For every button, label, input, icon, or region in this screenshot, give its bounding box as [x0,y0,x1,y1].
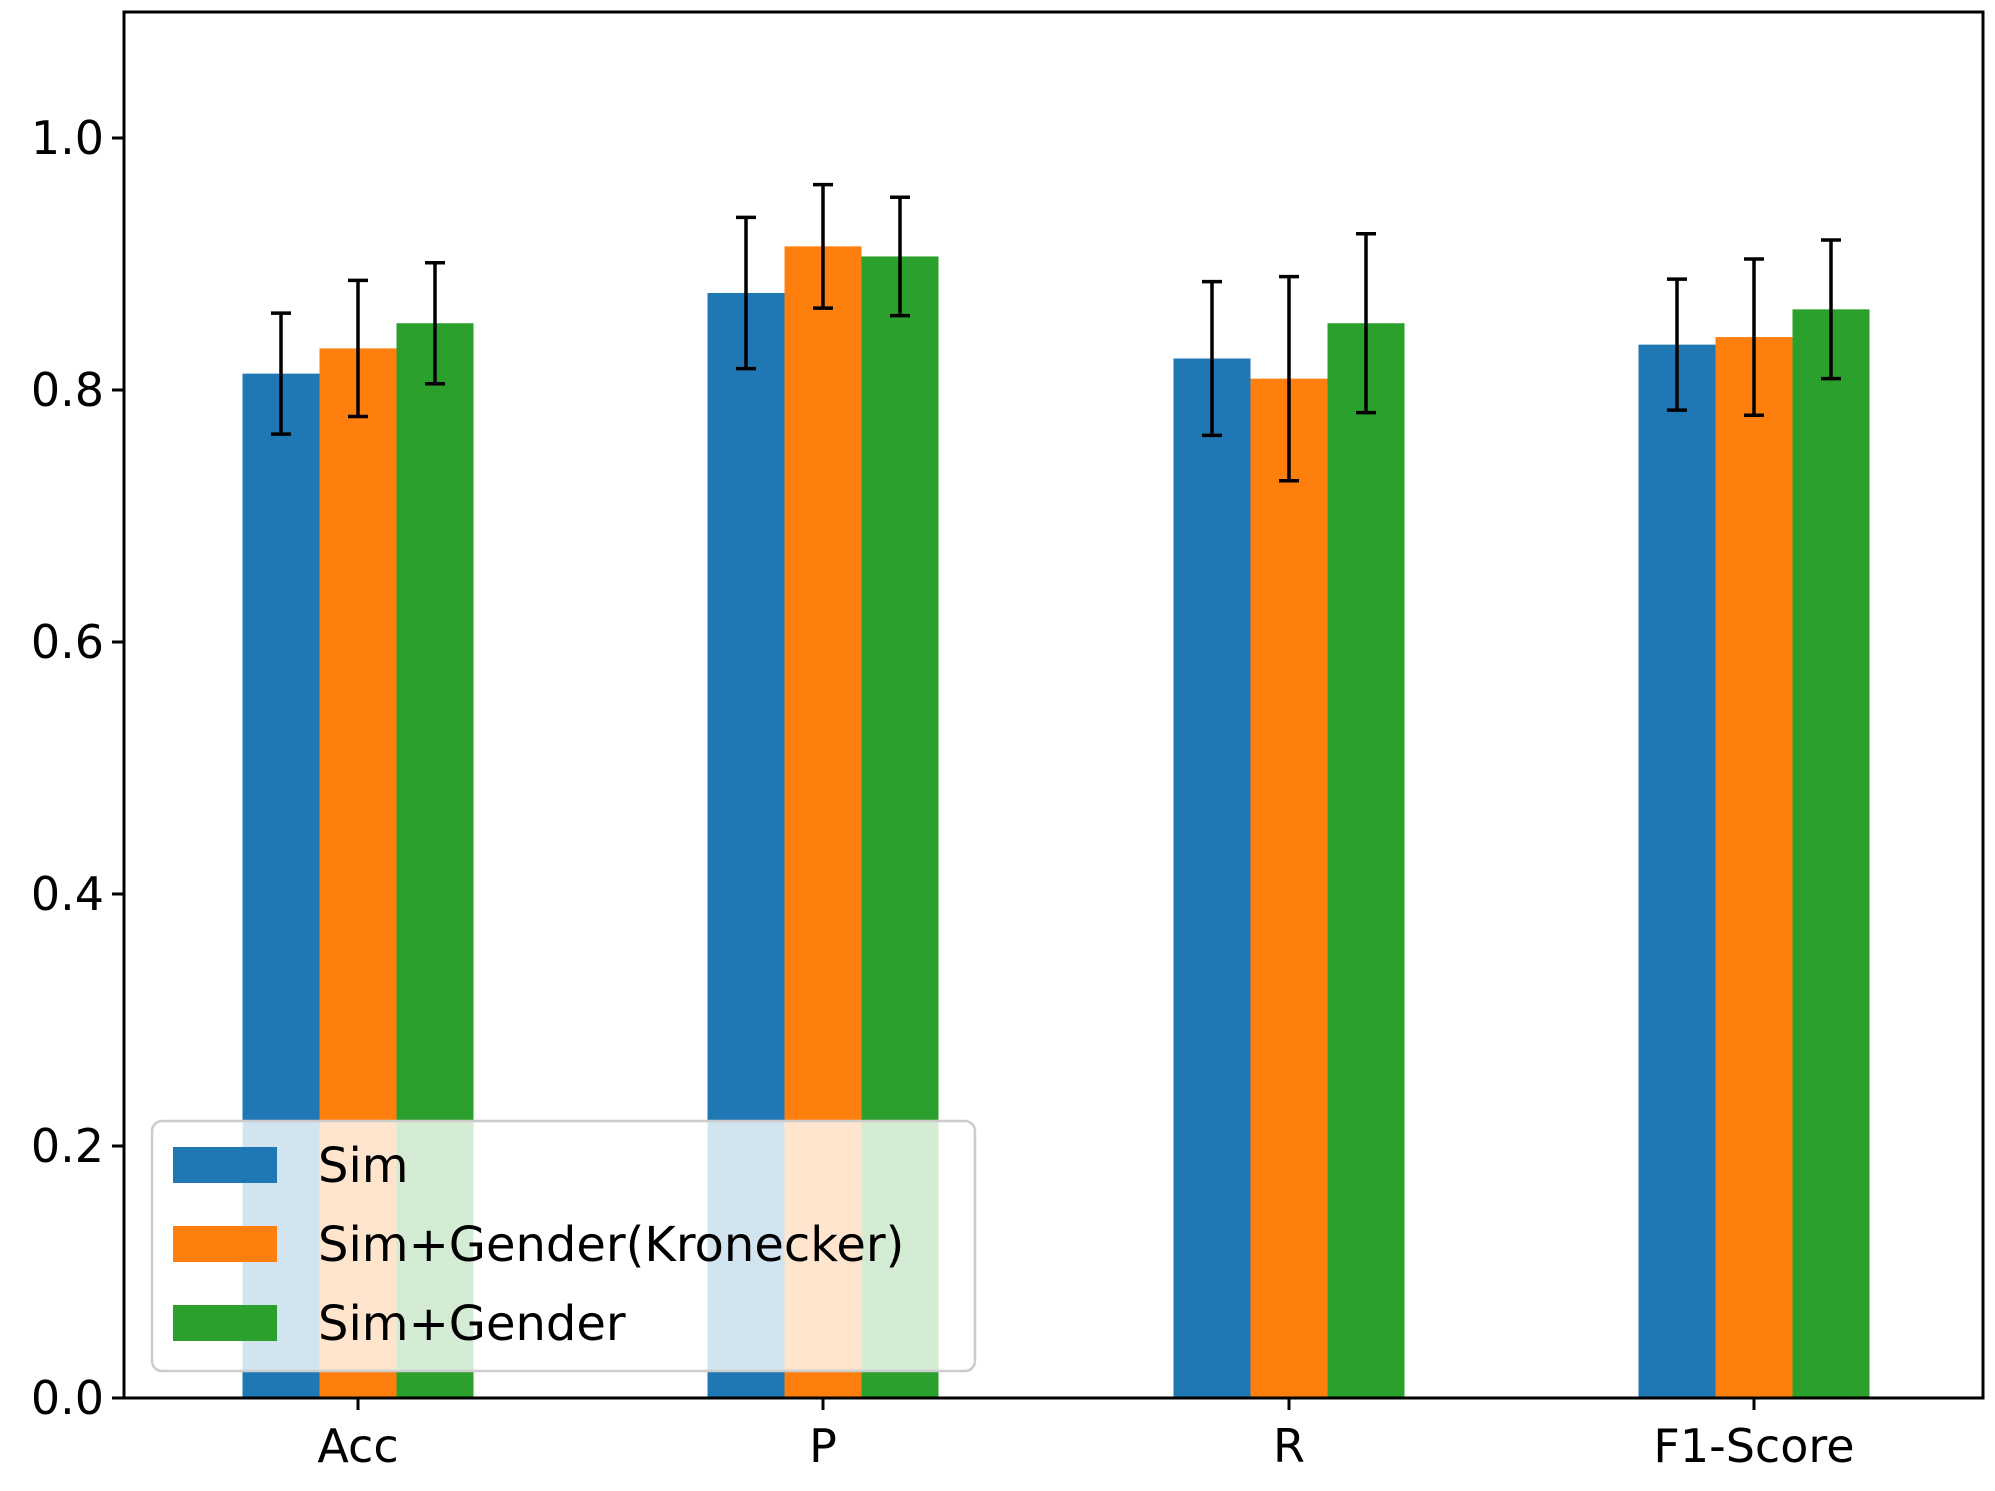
y-tick-label: 0.8 [31,363,104,417]
legend-label-3: Sim+Gender [318,1296,626,1352]
x-tick-label: P [809,1419,837,1473]
errorbar-acc-series-2 [348,278,368,419]
errorbar-f1-score-series-3 [1821,238,1841,381]
errorbar-f1-score-series-1 [1667,277,1687,412]
legend-label-1: Sim [318,1138,409,1194]
errorbars-layer [271,182,1841,483]
bar-r-series-2 [1250,378,1328,1398]
legend-swatch-3 [173,1305,277,1341]
x-tick-label: Acc [317,1419,398,1473]
legend-label-2: Sim+Gender(Kronecker) [318,1217,904,1273]
bar-r-series-3 [1327,323,1405,1399]
bar-f1-score-series-3 [1792,309,1870,1398]
legend-swatch-2 [173,1226,277,1262]
errorbar-acc-series-3 [425,260,445,386]
x-axis: Acc P R F1-Score [317,1398,1855,1473]
x-tick-label: F1-Score [1653,1419,1854,1473]
errorbar-p-series-2 [813,182,833,310]
errorbar-r-series-3 [1356,232,1376,415]
y-tick-label: 0.6 [31,615,104,669]
errorbar-p-series-1 [736,215,756,371]
errorbar-f1-score-series-2 [1744,257,1764,417]
errorbar-r-series-2 [1279,274,1299,483]
errorbar-p-series-3 [890,195,910,318]
legend-swatch-1 [173,1147,277,1183]
errorbar-acc-series-1 [271,311,291,436]
y-tick-label: 0.0 [31,1371,104,1425]
x-tick-label: R [1273,1419,1305,1473]
bar-f1-score-series-2 [1715,337,1793,1399]
legend: Sim Sim+Gender(Kronecker) Sim+Gender [150,1119,977,1373]
legend-box [150,1119,977,1373]
y-axis: 0.0 0.2 0.4 0.6 0.8 1.0 [31,111,124,1425]
y-tick-label: 0.4 [31,867,104,921]
bar-r-series-1 [1173,358,1251,1398]
bar-f1-score-series-1 [1638,344,1716,1398]
errorbar-r-series-1 [1202,279,1222,438]
y-tick-label: 1.0 [31,111,104,165]
axes-frame [122,10,1985,1400]
y-tick-label: 0.2 [31,1119,104,1173]
